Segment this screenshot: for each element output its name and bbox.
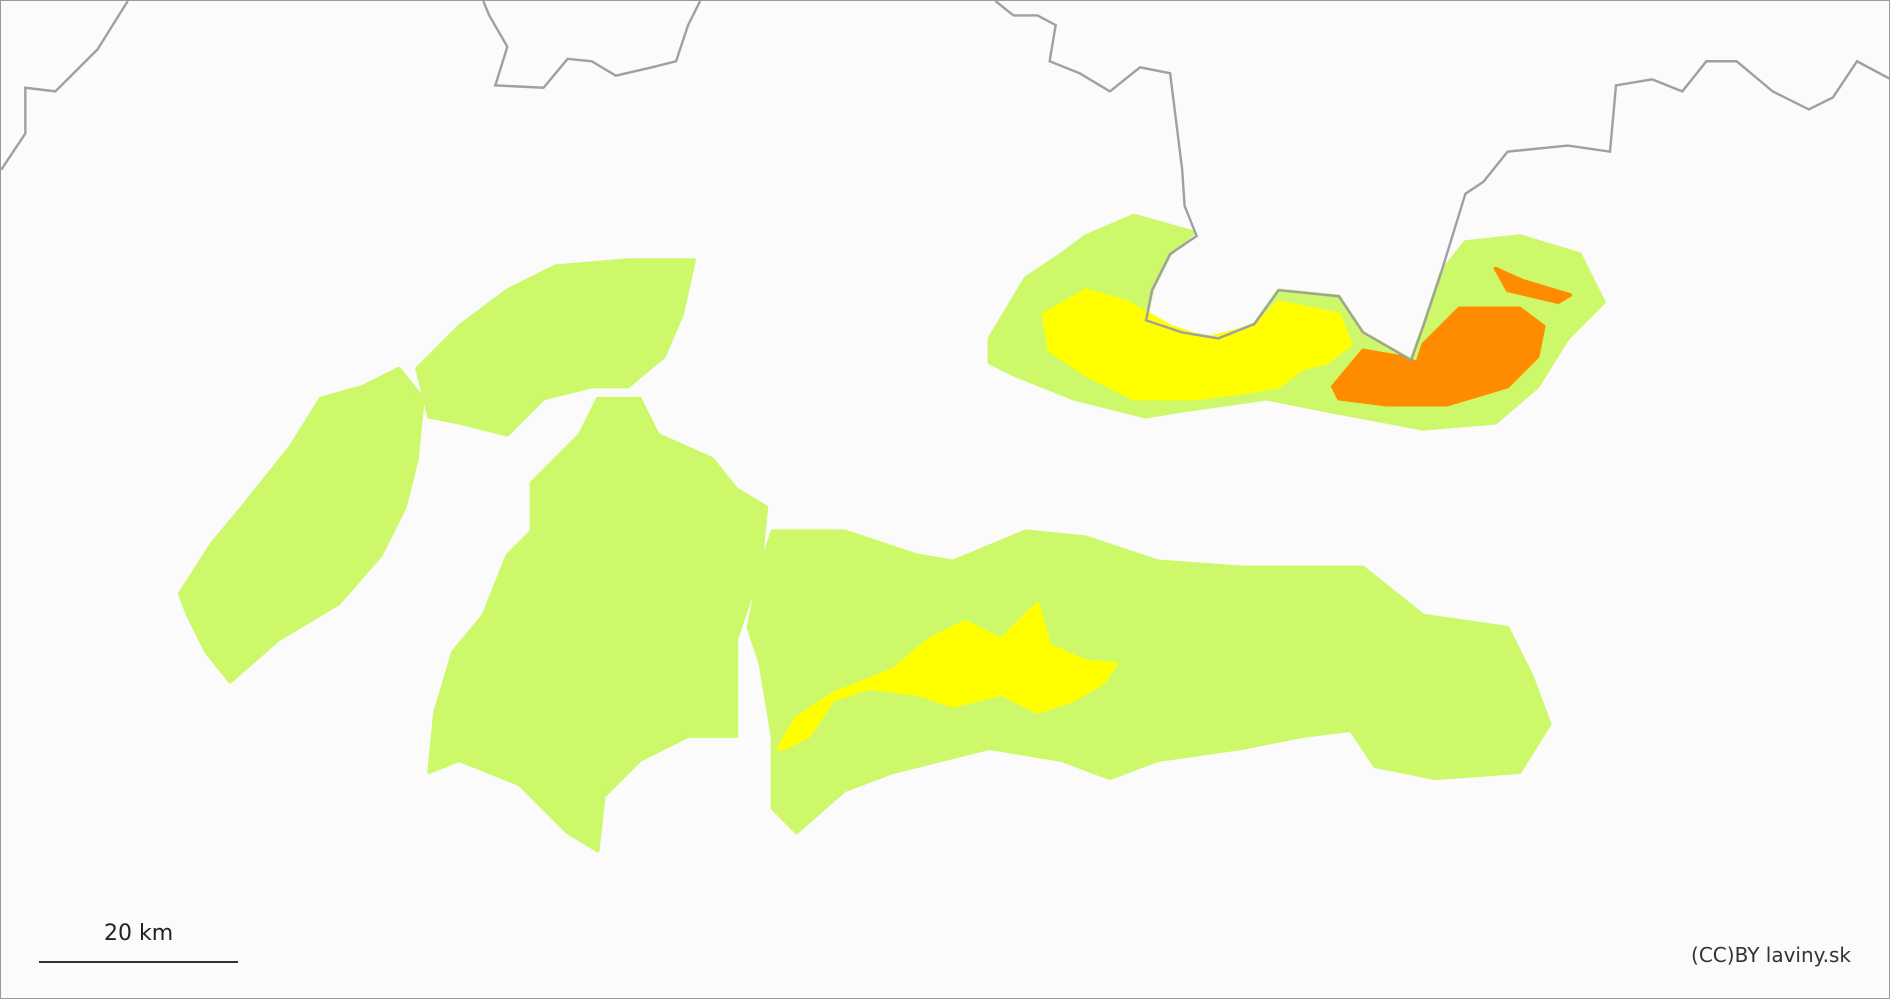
country-border-1 — [1, 1, 129, 171]
zone-moderate-south — [776, 601, 1118, 750]
scale-bar — [39, 961, 238, 963]
region-north[interactable] — [415, 258, 696, 437]
scale-label: 20 km — [104, 921, 174, 946]
attribution: (CC)BY laviny.sk — [1691, 943, 1851, 967]
zone-considerable-streak — [1493, 266, 1573, 305]
zone-moderate-tatras — [1041, 288, 1353, 401]
country-border-2 — [482, 1, 702, 89]
country-border-3 — [994, 1, 1889, 362]
region-south-east[interactable] — [746, 529, 1552, 835]
region-central[interactable] — [427, 396, 769, 853]
region-west[interactable] — [177, 366, 425, 684]
